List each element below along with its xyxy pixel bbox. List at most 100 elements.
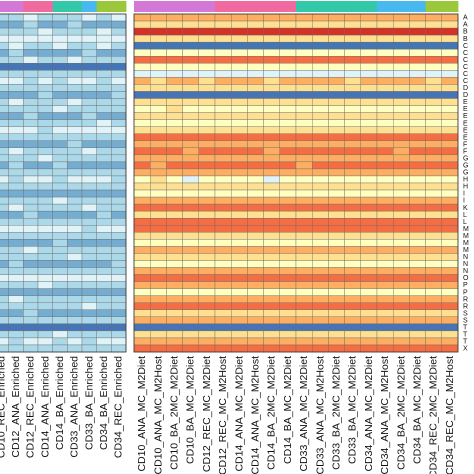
heatmap-cell — [111, 175, 127, 184]
heatmap-cell — [198, 112, 216, 120]
heatmap-cell — [409, 70, 426, 78]
heatmap-cell — [214, 34, 232, 43]
heatmap-cell — [133, 189, 151, 198]
heatmap-cell — [247, 309, 264, 317]
heatmap-cell — [425, 288, 443, 296]
heatmap-cell — [149, 105, 167, 113]
heatmap-cell — [360, 77, 378, 85]
heatmap-cell — [441, 344, 459, 353]
heatmap-cell — [52, 218, 68, 226]
heatmap-cell — [393, 147, 410, 156]
heatmap-cell — [344, 323, 362, 332]
heatmap-cell — [133, 112, 151, 120]
heatmap-cell — [295, 20, 313, 29]
heatmap-cell — [376, 281, 394, 289]
heatmap-cell — [198, 41, 216, 50]
heatmap-cell — [67, 281, 83, 289]
heatmap-cell — [37, 323, 53, 332]
heatmap-cell — [279, 337, 297, 346]
heatmap-cell — [441, 253, 459, 261]
heatmap-cell — [52, 91, 68, 99]
heatmap-cell — [263, 203, 281, 212]
heatmap-cell — [67, 126, 83, 134]
column-label: CD14_BA_Enriched — [54, 356, 66, 450]
heatmap-cell — [166, 302, 183, 310]
heatmap-cell — [96, 203, 112, 212]
heatmap-cell — [96, 344, 112, 353]
heatmap-cell — [328, 63, 345, 71]
heatmap-cell — [23, 133, 39, 141]
heatmap-cell — [96, 49, 112, 57]
heatmap-cell — [393, 316, 410, 325]
heatmap-cell — [149, 140, 167, 148]
heatmap-cell — [198, 246, 216, 254]
heatmap-cell — [166, 239, 183, 247]
heatmap-cell — [409, 27, 426, 36]
heatmap-cell — [37, 70, 53, 78]
heatmap-cell — [409, 267, 426, 275]
heatmap-cell — [360, 288, 378, 296]
heatmap-cell — [360, 175, 378, 184]
heatmap-cell — [214, 260, 232, 268]
heatmap-cell — [425, 260, 443, 268]
heatmap-cell — [96, 337, 112, 346]
heatmap-cell — [425, 274, 443, 282]
heatmap-cell — [376, 147, 394, 156]
heatmap-cell — [23, 246, 39, 254]
heatmap-cell — [0, 77, 9, 85]
heatmap-cell — [263, 105, 281, 113]
heatmap-cell — [8, 77, 24, 85]
heatmap-cell — [247, 63, 264, 71]
column-label: CD10_BA_MC_M2Diet — [185, 356, 197, 464]
group-color-bar — [111, 1, 127, 12]
heatmap-cell — [295, 13, 313, 22]
heatmap-cell — [149, 281, 167, 289]
heatmap-cell — [328, 13, 345, 22]
heatmap-cell — [149, 84, 167, 92]
heatmap-cell — [230, 337, 248, 346]
heatmap-cell — [37, 239, 53, 247]
heatmap-cell — [81, 232, 97, 240]
heatmap-cell — [393, 330, 410, 339]
heatmap-cell — [0, 246, 9, 254]
heatmap-cell — [393, 239, 410, 247]
heatmap-cell — [263, 239, 281, 247]
heatmap-cell — [360, 203, 378, 212]
heatmap-cell — [198, 189, 216, 198]
heatmap-cell — [111, 189, 127, 198]
heatmap-cell — [67, 288, 83, 296]
heatmap-cell — [312, 274, 329, 282]
heatmap-cell — [263, 154, 281, 163]
heatmap-cell — [96, 63, 112, 71]
heatmap-cell — [393, 253, 410, 261]
heatmap-cell — [149, 20, 167, 29]
heatmap-cell — [81, 196, 97, 205]
heatmap-cell — [214, 344, 232, 353]
heatmap-cell — [441, 161, 459, 170]
heatmap-cell — [344, 161, 362, 170]
heatmap-cell — [0, 112, 9, 120]
heatmap-cell — [393, 126, 410, 134]
heatmap-cell — [149, 154, 167, 163]
panel-left: CD10_REC_Enriched CD12_ANA_Enriched CD12_R… — [0, 1, 127, 458]
heatmap-cell — [295, 119, 313, 127]
heatmap-cell — [182, 161, 200, 170]
heatmap-cell — [376, 182, 394, 191]
heatmap-cell — [96, 98, 112, 106]
heatmap-cell — [425, 49, 443, 57]
heatmap-cell — [111, 225, 127, 233]
heatmap-cell — [111, 91, 127, 99]
heatmap-cell — [247, 98, 264, 106]
heatmap-cell — [166, 260, 183, 268]
heatmap-cell — [8, 41, 24, 50]
heatmap-cell — [295, 140, 313, 148]
heatmap-cell — [111, 34, 127, 43]
heatmap-cell — [360, 210, 378, 219]
heatmap-cell — [214, 56, 232, 64]
heatmap-cell — [279, 98, 297, 106]
heatmap-cell — [344, 126, 362, 134]
heatmap-cell — [230, 203, 248, 212]
heatmap-cell — [376, 126, 394, 134]
heatmap-cell — [111, 20, 127, 29]
heatmap-cell — [133, 239, 151, 247]
